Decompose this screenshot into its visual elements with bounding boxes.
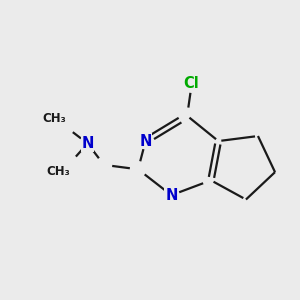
Text: N: N (165, 188, 178, 203)
Text: N: N (140, 134, 152, 148)
Text: CH₃: CH₃ (42, 112, 66, 125)
Text: N: N (81, 136, 94, 151)
Text: Cl: Cl (184, 76, 200, 91)
Text: CH₃: CH₃ (46, 165, 70, 178)
